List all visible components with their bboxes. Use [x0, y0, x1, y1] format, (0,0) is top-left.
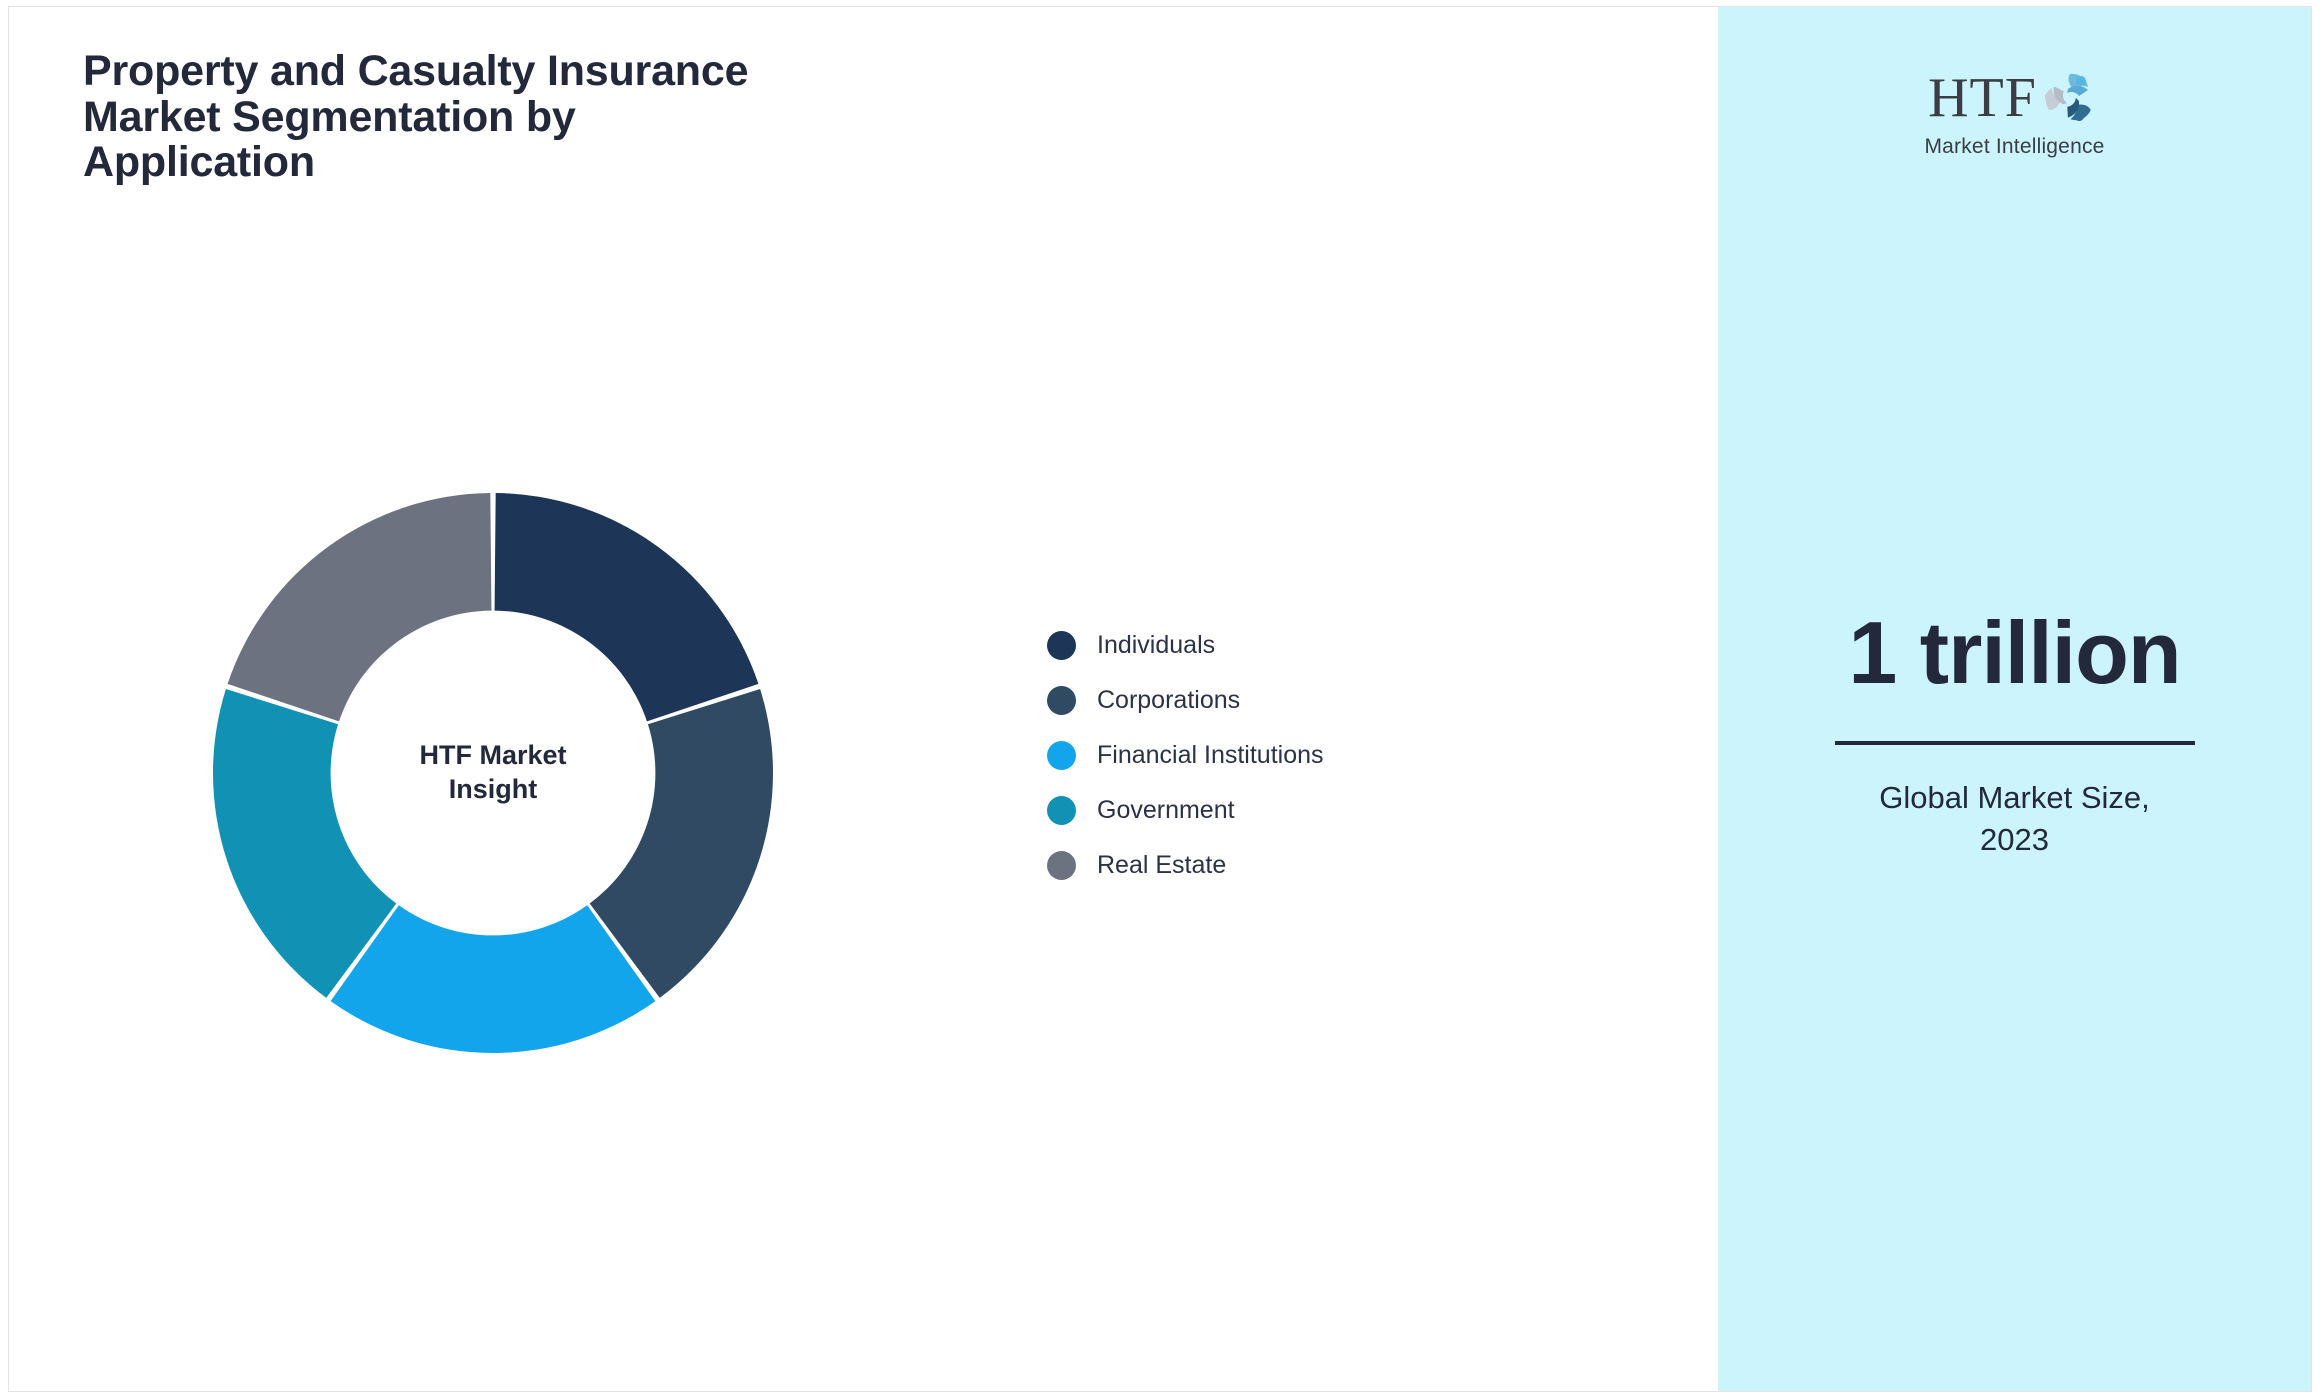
page-title: Property and Casualty Insurance Market S…: [83, 47, 749, 187]
brand-logo-tagline: Market Intelligence: [1924, 135, 2105, 158]
brand-logo-mark-row: HTF: [1928, 65, 2101, 131]
donut-slice[interactable]: [494, 493, 759, 722]
stat-block: 1 trillion Global Market Size, 2023: [1718, 603, 2311, 861]
htf-swirl-icon: [2044, 73, 2091, 122]
legend-item[interactable]: Real Estate: [1047, 847, 1324, 883]
legend-item[interactable]: Government: [1047, 792, 1324, 828]
legend-item-label: Corporations: [1097, 685, 1241, 714]
donut-slice[interactable]: [227, 493, 492, 722]
legend-item-label: Individuals: [1097, 630, 1216, 659]
stat-value: 1 trillion: [1848, 603, 2181, 702]
legend-item-label: Financial Institutions: [1097, 740, 1324, 769]
stat-pane: HTF: [1718, 7, 2311, 1391]
brand-logo-wordmark: HTF: [1928, 67, 2037, 129]
donut-slice[interactable]: [330, 905, 656, 1053]
stat-divider: [1834, 741, 2195, 746]
chart-pane: Property and Casualty Insurance Market S…: [9, 7, 1718, 1391]
legend-swatch-icon: [1047, 630, 1076, 660]
legend-item[interactable]: Financial Institutions: [1047, 737, 1324, 773]
donut-chart-svg: [213, 493, 773, 1053]
legend-swatch-icon: [1047, 685, 1076, 715]
donut-slice[interactable]: [213, 689, 397, 998]
legend-item-label: Real Estate: [1097, 850, 1227, 879]
legend-swatch-icon: [1047, 740, 1076, 770]
infographic-card: Property and Casualty Insurance Market S…: [8, 6, 2312, 1392]
legend-item[interactable]: Corporations: [1047, 682, 1324, 718]
legend-swatch-icon: [1047, 850, 1076, 880]
stat-caption: Global Market Size, 2023: [1879, 780, 2150, 858]
legend-swatch-icon: [1047, 795, 1076, 825]
donut-slice[interactable]: [589, 689, 773, 998]
legend-item-label: Government: [1097, 795, 1235, 824]
chart-legend: Individuals Corporations Financial Institu…: [1047, 627, 1324, 883]
donut-chart: HTF Market Insight: [205, 485, 781, 1061]
legend-item[interactable]: Individuals: [1047, 627, 1324, 663]
brand-logo: HTF: [1890, 65, 2140, 159]
donut-slice-group: [213, 493, 773, 1053]
